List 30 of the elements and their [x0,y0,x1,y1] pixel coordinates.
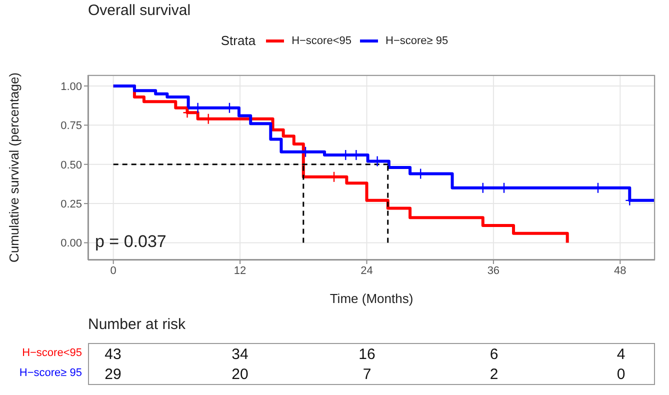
text: 0 [616,366,626,383]
legend-label: H−score≥ 95 [386,34,448,46]
text: 7 [362,366,372,383]
text: 4 [616,346,626,363]
y-tick-label: 0.00 [60,238,82,250]
x-tick-label: 12 [234,264,246,277]
y-tick-label: 0.75 [60,120,82,132]
y-tick-label: 0.25 [60,198,82,210]
text: Number at risk [88,316,186,333]
text: H−score<95 [22,347,82,359]
text: 34 [232,346,248,363]
x-axis-title: Time (Months) [330,291,414,306]
y-tick-label: 1.00 [60,80,82,93]
text: 43 [104,346,122,363]
x-tick-label: 48 [614,264,626,277]
text: 16 [358,346,376,363]
x-tick-label: 36 [487,264,500,277]
y-tick-label: 0.50 [60,159,82,172]
annotation: p = 0.037 [95,232,166,252]
text: 29 [104,366,122,383]
legend-label: H−score<95 [292,34,352,46]
text: 2 [490,366,498,383]
y-axis-title: Cumulative survival (percentage) [6,72,22,263]
text: 20 [232,366,248,383]
text: H−score≥ 95 [19,367,82,379]
x-tick-label: 24 [360,264,373,277]
x-tick-label: 0 [110,264,116,277]
chart-title: Overall survival [88,2,191,19]
legend-title: Strata [220,33,256,48]
text: 6 [490,346,498,363]
